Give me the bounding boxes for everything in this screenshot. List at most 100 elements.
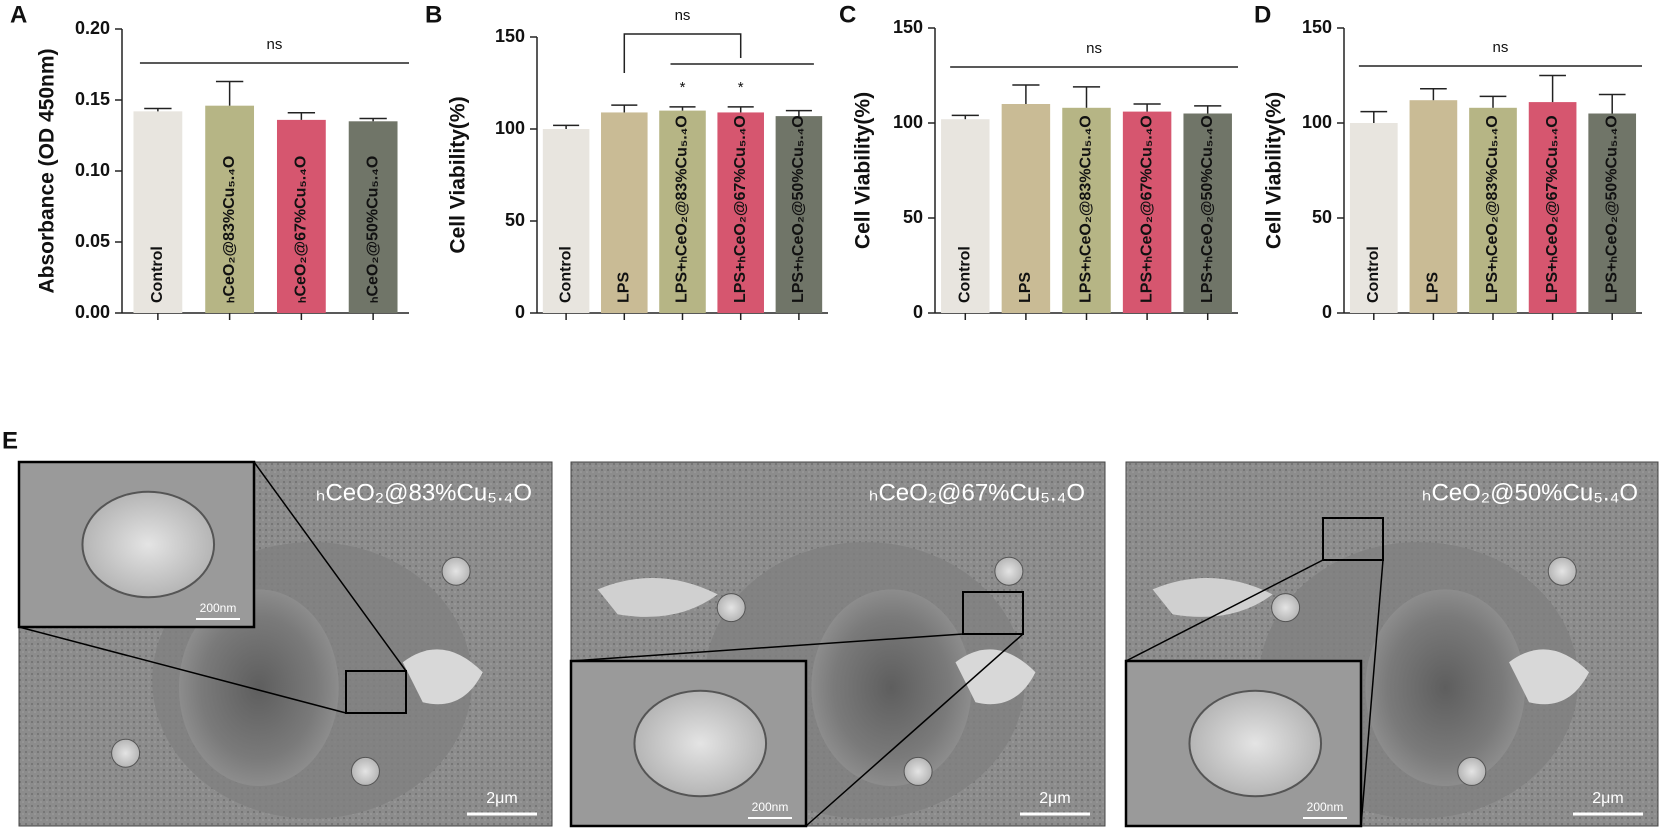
bar (717, 112, 764, 313)
inset-vesicle (1188, 689, 1323, 798)
vesicle (111, 738, 141, 768)
bar (1409, 100, 1458, 313)
zoom-line (570, 633, 964, 662)
vesicle (350, 756, 380, 786)
panel-letter: E (2, 427, 18, 454)
y-tick-label: 50 (505, 210, 525, 230)
category-label: LPS+ₕCeO₂@50%Cu₅.₄O (1603, 115, 1620, 303)
y-tick-label: 150 (1302, 17, 1332, 37)
bar (1469, 107, 1517, 313)
annotation: ns (267, 36, 283, 53)
y-tick-label: 50 (1312, 207, 1332, 227)
category-label: LPS+ₕCeO₂@67%Cu₅.₄O (732, 115, 749, 303)
extracellular-space (1509, 649, 1590, 705)
category-label: LPS (1425, 272, 1442, 303)
annotation: ns (675, 7, 691, 24)
vesicle (1547, 556, 1577, 586)
category-label: LPS+ₕCeO₂@83%Cu₅.₄O (1078, 115, 1095, 303)
extracellular-space (955, 649, 1036, 705)
zoom-box (962, 591, 1024, 635)
y-tick-label: 0 (913, 302, 923, 322)
scale-bar-label: 2μm (1039, 790, 1070, 807)
extracellular-space (597, 578, 718, 617)
bar (133, 111, 183, 313)
image-title: ₕCeO₂@67%Cu₅.₄O (869, 479, 1085, 506)
inset-vesicle (633, 689, 768, 798)
scale-bar-label: 2μm (486, 790, 517, 807)
inset-scale-bar-label: 200nm (1307, 800, 1344, 814)
y-tick-label: 150 (495, 26, 525, 46)
bar (348, 121, 398, 313)
y-tick-label: 0.15 (75, 89, 110, 109)
zoom-line (18, 626, 347, 714)
zoom-line (253, 461, 407, 672)
y-tick-label: 0 (515, 302, 525, 322)
annotation: ns (1086, 40, 1102, 57)
y-tick-label: 100 (495, 118, 525, 138)
zoom-box (345, 670, 407, 714)
vesicle (903, 756, 933, 786)
bar (775, 116, 823, 314)
y-tick-label: 100 (1302, 112, 1332, 132)
panel-letter: C (839, 1, 856, 28)
y-axis-title: Cell Viability(%) (447, 96, 470, 253)
bar (1001, 104, 1051, 313)
inset-scale-bar-label: 200nm (752, 800, 789, 814)
panel-letter: A (10, 1, 27, 28)
y-tick-label: 0.10 (75, 160, 110, 180)
bar (941, 119, 990, 313)
category-label: LPS+ₕCeO₂@50%Cu₅.₄O (1199, 115, 1216, 303)
zoom-box (1322, 517, 1384, 561)
bar (1349, 123, 1398, 313)
category-label: ₕCeO₂@83%Cu₅.₄O (221, 156, 238, 303)
category-label: Control (557, 246, 574, 303)
inset-scale-bar-label: 200nm (200, 601, 237, 615)
vesicle (994, 556, 1024, 586)
image-title: ₕCeO₂@50%Cu₅.₄O (1422, 479, 1638, 506)
y-tick-label: 0 (1322, 302, 1332, 322)
image-title: ₕCeO₂@83%Cu₅.₄O (316, 479, 532, 506)
bar (1528, 102, 1577, 313)
bar (1183, 113, 1232, 313)
annotation: * (738, 79, 744, 96)
annotation: ns (1493, 39, 1509, 56)
category-label: LPS+ₕCeO₂@67%Cu₅.₄O (1138, 115, 1155, 303)
nucleus (811, 589, 972, 786)
bar (601, 112, 648, 313)
category-label: ₕCeO₂@67%Cu₅.₄O (293, 156, 310, 303)
y-axis-title: Absorbance (OD 450nm) (36, 48, 59, 293)
y-tick-label: 0.00 (75, 302, 110, 322)
category-label: Control (957, 246, 974, 303)
zoom-line (805, 633, 1024, 827)
bar (542, 129, 590, 313)
y-axis-title: Cell Viability(%) (1263, 92, 1286, 249)
zoom-line (1360, 559, 1384, 827)
panel-letter: D (1254, 1, 1271, 28)
extracellular-space (402, 649, 483, 705)
vesicle (441, 556, 471, 586)
annotation: * (680, 79, 686, 96)
nucleus (1365, 589, 1525, 786)
y-tick-label: 150 (893, 17, 923, 37)
category-label: Control (1365, 246, 1382, 303)
category-label: LPS (1017, 272, 1034, 303)
bracket (623, 33, 742, 73)
bar (659, 110, 706, 313)
zoom-line (1125, 559, 1324, 662)
extracellular-space (1152, 578, 1273, 617)
y-tick-label: 0.20 (75, 18, 110, 38)
bar (1062, 107, 1111, 313)
category-label: LPS+ₕCeO₂@83%Cu₅.₄O (1484, 115, 1501, 303)
y-tick-label: 100 (893, 112, 923, 132)
category-label: Control (149, 246, 166, 303)
bar (276, 119, 326, 313)
vesicle (1271, 593, 1301, 623)
category-label: LPS (616, 272, 633, 303)
bar (205, 105, 255, 314)
category-label: LPS+ₕCeO₂@67%Cu₅.₄O (1544, 115, 1561, 303)
nucleus (178, 589, 339, 786)
y-axis-title: Cell Viability(%) (852, 92, 875, 249)
y-tick-label: 50 (903, 207, 923, 227)
